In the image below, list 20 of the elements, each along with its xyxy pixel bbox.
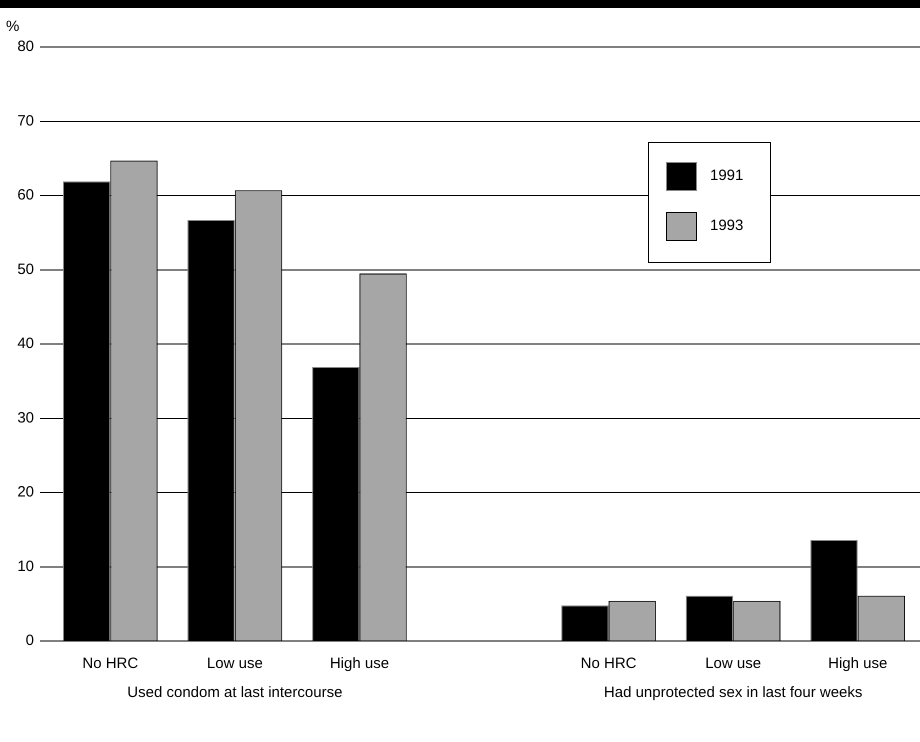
x-tick-label: No HRC: [82, 655, 138, 672]
x-tick-label: High use: [330, 655, 390, 672]
x-tick-label: Low use: [206, 655, 263, 672]
y-tick-label: 60: [17, 186, 34, 204]
y-tick-label: 0: [26, 632, 34, 650]
y-tick-label: 30: [17, 409, 34, 426]
x-tick-label: No HRC: [580, 655, 637, 672]
text: Had unprotected sex in last four weeks: [604, 684, 862, 702]
legend-label: 1993: [710, 217, 744, 234]
y-tick-label: 40: [17, 335, 34, 352]
x-tick-label: Low use: [705, 655, 762, 672]
text: Used condom at last intercourse: [127, 684, 342, 702]
x-tick-label: High use: [828, 655, 888, 672]
y-tick-label: 70: [17, 112, 34, 130]
legend-label: 1991: [710, 167, 744, 184]
y-tick-label: 20: [17, 484, 34, 501]
y-tick-label: 80: [17, 38, 34, 56]
y-axis-title: %: [6, 18, 20, 36]
y-tick-label: 10: [17, 558, 34, 575]
y-tick-label: 50: [17, 260, 34, 278]
